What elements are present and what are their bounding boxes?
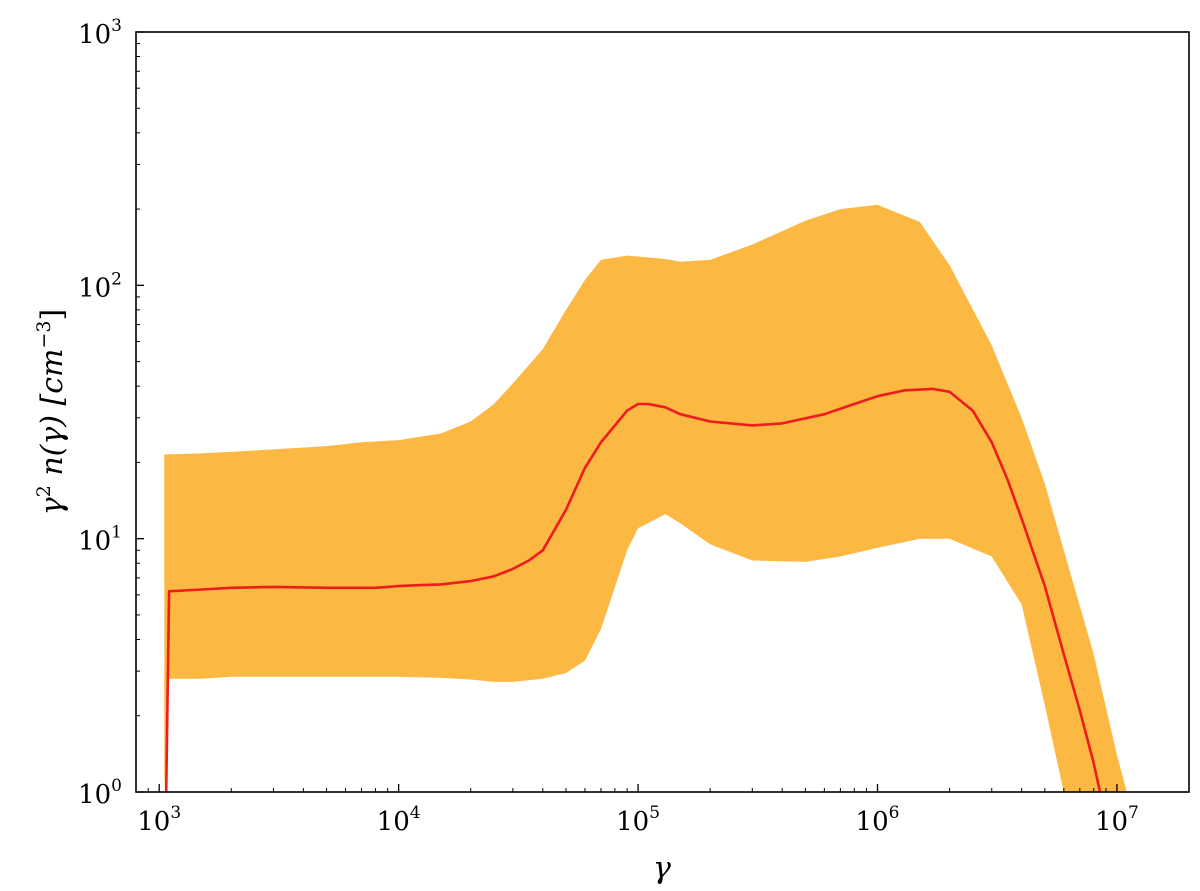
y-tick-label: 101	[78, 523, 122, 557]
y-tick-label: 102	[78, 269, 122, 303]
plot-frame	[135, 31, 1190, 793]
y-tick-label: 100	[78, 776, 122, 810]
y-axis-label-unit: cm	[35, 349, 70, 394]
uncertainty-band	[164, 204, 1127, 792]
x-tick-label: 107	[1095, 803, 1139, 837]
y-axis-label-func: n(γ) [	[35, 393, 70, 485]
y-tick-label: 103	[78, 16, 122, 50]
y-axis-label: γ2 n(γ) [cm−3]	[33, 309, 70, 515]
y-axis-label-base: γ	[35, 497, 70, 515]
y-axis-label-close: ]	[35, 309, 70, 321]
median-line	[164, 387, 1102, 792]
y-axis-label-sup: 2	[33, 485, 55, 497]
x-tick-label: 103	[137, 803, 181, 837]
x-tick-label: 105	[616, 803, 660, 837]
y-axis-label-unit-sup: −3	[33, 320, 55, 348]
x-axis-label: γ	[653, 851, 671, 886]
x-tick-label: 106	[856, 803, 900, 837]
x-tick-label: 104	[377, 803, 421, 837]
